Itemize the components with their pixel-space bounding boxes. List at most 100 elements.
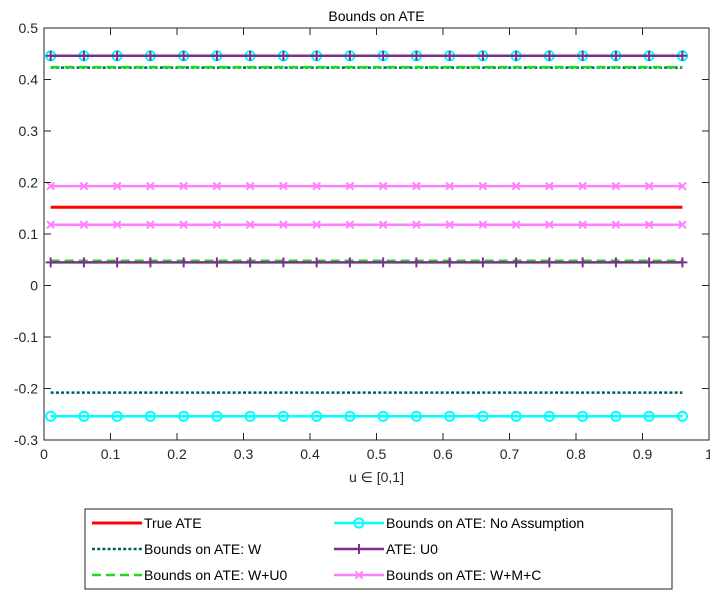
data-point-marker [245,181,255,191]
data-point-marker [211,410,223,422]
series-layer [45,50,689,422]
legend-label: Bounds on ATE: W+U0 [144,567,288,583]
plot-area [44,28,709,440]
data-point-marker [212,181,222,191]
series-5-line-2 [45,257,688,268]
x-axis-title: u ∈ [0,1] [349,469,404,485]
data-point-marker [511,257,522,268]
data-point-marker [79,181,89,191]
data-point-marker [45,257,56,268]
data-point-marker [311,410,323,422]
data-point-marker [510,410,522,422]
data-point-marker [345,220,355,230]
data-point-marker [179,220,188,230]
x-tick-label: 0 [40,446,48,462]
x-tick-label: 0.6 [433,446,453,462]
legend-marker [353,517,365,529]
data-point-marker [178,50,189,61]
data-point-marker [378,181,388,191]
data-point-marker [211,50,222,61]
legend-entry-3: Bounds on ATE: W+U0 [92,567,288,583]
data-point-marker [545,220,554,230]
data-point-marker [643,410,655,422]
data-point-marker [644,220,654,230]
x-tick-label: 0.5 [367,446,387,462]
data-point-marker [444,410,456,422]
data-point-marker [578,220,587,230]
data-point-marker [179,181,188,191]
legend-marker [354,544,364,554]
chart-title: Bounds on ATE [328,8,424,24]
data-point-marker [78,50,89,61]
data-point-marker [411,257,422,268]
y-tick-label: 0.5 [19,20,39,36]
data-point-marker [477,257,488,268]
data-point-marker [112,220,122,230]
data-point-marker [244,410,256,422]
legend-marker [354,570,364,580]
legend-label: True ATE [144,515,202,531]
data-point-marker [412,181,421,191]
data-point-marker [578,181,587,191]
data-point-marker [278,50,289,61]
data-point-marker [178,257,189,268]
data-point-marker [444,257,455,268]
data-point-marker [112,50,123,61]
data-point-marker [577,50,588,61]
data-point-marker [311,50,322,61]
series-6-line-2 [46,220,687,230]
data-point-marker [378,257,389,268]
data-point-marker [344,257,355,268]
data-point-marker [46,181,55,191]
data-point-marker [245,257,256,268]
data-point-marker [79,220,89,230]
legend-label: Bounds on ATE: W [144,541,262,557]
data-point-marker [278,257,289,268]
data-point-marker [45,50,56,61]
data-point-marker [144,410,156,422]
x-tick-label: 0.1 [101,446,121,462]
series-6-line-1 [46,181,687,191]
data-point-marker [610,257,621,268]
legend-entry-1: True ATE [92,515,202,531]
data-point-marker [444,50,455,61]
data-point-marker [611,181,621,191]
data-point-marker [312,220,321,230]
data-point-marker [412,220,421,230]
data-point-marker [545,181,554,191]
data-point-marker [610,50,621,61]
y-tick-label: 0.1 [19,226,39,242]
data-point-marker [445,220,454,230]
data-point-marker [678,181,687,191]
data-point-marker [678,220,687,230]
data-point-marker [410,410,422,422]
data-point-marker [45,410,57,422]
data-point-marker [644,181,654,191]
data-point-marker [245,50,256,61]
data-point-marker [312,181,321,191]
y-tick-label: 0 [30,278,38,294]
x-tick-label: 1 [705,446,710,462]
x-tick-label: 0.2 [167,446,187,462]
data-point-marker [345,181,355,191]
data-point-marker [478,181,488,191]
x-tick-label: 0.4 [300,446,320,462]
data-point-marker [111,410,123,422]
data-point-marker [46,220,55,230]
data-point-marker [477,50,488,61]
data-point-marker [511,220,521,230]
data-point-marker [544,50,555,61]
data-point-marker [577,410,589,422]
legend-entry-5: ATE: U0 [334,541,438,557]
data-point-marker [378,220,388,230]
data-point-marker [544,257,555,268]
data-point-marker [78,257,89,268]
data-point-marker [279,181,288,191]
y-tick-label: 0.4 [19,72,39,88]
x-tick-label: 0.8 [566,446,586,462]
x-tick-label: 0.3 [234,446,254,462]
data-point-marker [511,181,521,191]
legend-entry-6: Bounds on ATE: W+M+C [334,567,541,583]
legend-entry-2: Bounds on ATE: W [92,541,262,557]
x-tick-label: 0.7 [500,446,520,462]
